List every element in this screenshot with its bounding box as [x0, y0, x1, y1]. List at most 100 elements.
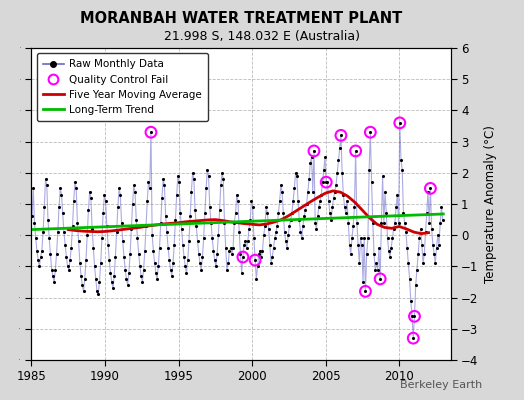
Point [223, 266, 231, 273]
Point [182, 270, 191, 276]
Point [359, 279, 367, 285]
Point [303, 188, 312, 195]
Title: MORANBAH WATER TREATMENT PLANT: MORANBAH WATER TREATMENT PLANT [80, 11, 402, 26]
Point [310, 148, 318, 154]
Point [396, 120, 404, 126]
Point [381, 188, 389, 195]
Point [207, 220, 215, 226]
Point [309, 188, 317, 195]
Point [350, 204, 358, 210]
Point [251, 257, 259, 263]
Point [299, 223, 307, 229]
Point [31, 235, 40, 242]
Point [35, 263, 43, 270]
Point [419, 260, 427, 266]
Point [45, 235, 53, 242]
Point [295, 216, 303, 223]
Point [262, 204, 270, 210]
Point [215, 207, 224, 214]
Point [428, 226, 436, 232]
Point [334, 157, 343, 164]
Point [382, 210, 390, 216]
Point [270, 235, 279, 242]
Point [34, 257, 42, 263]
Point [203, 166, 212, 173]
Point [265, 226, 273, 232]
Point [430, 251, 438, 257]
Point [40, 204, 49, 210]
Point [361, 288, 369, 294]
Point [150, 260, 159, 266]
Point [126, 251, 134, 257]
Point [202, 185, 210, 192]
Point [78, 282, 86, 288]
Point [337, 132, 345, 138]
Point [302, 201, 311, 207]
Point [144, 179, 152, 185]
Point [243, 244, 251, 251]
Point [48, 266, 56, 273]
Point [274, 210, 282, 216]
Point [306, 160, 314, 167]
Point [352, 148, 360, 154]
Point [191, 207, 199, 214]
Point [187, 188, 195, 195]
Point [115, 185, 123, 192]
Point [425, 220, 433, 226]
Point [349, 223, 357, 229]
Point [208, 235, 216, 242]
Point [355, 260, 364, 266]
Point [285, 223, 293, 229]
Point [50, 279, 58, 285]
Point [234, 198, 242, 204]
Point [374, 266, 382, 273]
Point [235, 229, 243, 235]
Point [410, 313, 419, 320]
Point [284, 232, 292, 238]
Point [201, 210, 209, 216]
Point [277, 182, 285, 188]
Point [71, 179, 79, 185]
Point [170, 241, 179, 248]
Point [251, 257, 259, 263]
Point [319, 179, 327, 185]
Point [198, 254, 206, 260]
Point [102, 198, 110, 204]
Point [88, 226, 96, 232]
Point [298, 235, 306, 242]
Point [433, 232, 442, 238]
Text: 21.998 S, 148.032 E (Australia): 21.998 S, 148.032 E (Australia) [164, 30, 360, 43]
Point [83, 232, 91, 238]
Point [94, 291, 102, 298]
Point [59, 210, 67, 216]
Point [95, 279, 104, 285]
Point [84, 207, 93, 214]
Point [426, 185, 434, 192]
Point [268, 254, 277, 260]
Point [296, 229, 304, 235]
Point [397, 157, 405, 164]
Point [189, 170, 197, 176]
Point [385, 248, 393, 254]
Point [396, 120, 404, 126]
Point [344, 220, 353, 226]
Point [398, 166, 407, 173]
Point [92, 276, 100, 282]
Point [113, 229, 121, 235]
Point [172, 192, 181, 198]
Point [392, 204, 400, 210]
Point [106, 270, 115, 276]
Point [111, 254, 119, 260]
Point [292, 173, 301, 179]
Point [214, 232, 223, 238]
Point [263, 210, 271, 216]
Point [220, 220, 228, 226]
Point [216, 182, 225, 188]
Point [146, 185, 154, 192]
Point [186, 213, 194, 220]
Point [128, 201, 137, 207]
Point [388, 235, 397, 242]
Point [252, 276, 260, 282]
Point [402, 229, 410, 235]
Point [116, 192, 125, 198]
